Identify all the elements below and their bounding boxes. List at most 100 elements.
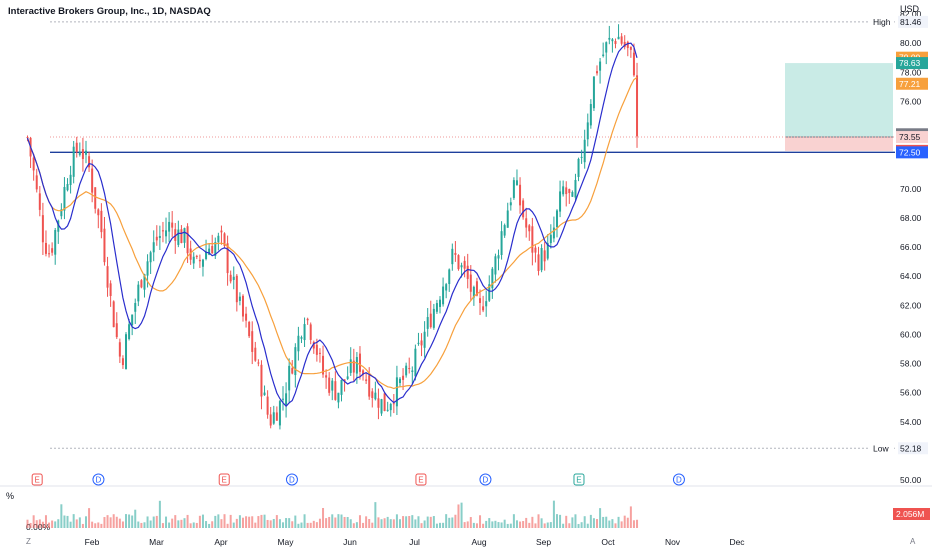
candle-body [128,324,131,340]
volume-bar [78,517,81,528]
candle-body [408,368,411,370]
volume-bar [451,517,454,528]
candle-body [325,375,328,378]
candle-body [389,403,392,411]
candle-body [278,401,281,426]
volume-bar [232,522,235,528]
volume-bar [54,521,57,528]
candle-body [48,253,51,255]
volume-bar [229,514,232,528]
candle-body [81,149,84,160]
volume-bar [84,516,87,528]
volume-bar [596,519,599,528]
price-tag-box [896,131,928,144]
chart-title: Interactive Brokers Group, Inc., 1D, NAS… [8,6,211,17]
candle-body [519,184,522,206]
candle-body [161,230,164,232]
candle-body [100,210,103,233]
timezone-icon[interactable]: Z [26,537,31,546]
candle-body [303,324,306,341]
stop-zone [785,137,893,151]
volume-bar [186,514,189,528]
candle-body [97,209,100,216]
volume-bar [500,522,503,528]
candle-body [525,218,528,228]
price-tag-value: 77.21 [899,79,921,89]
volume-bar [263,514,266,528]
volume-bar [75,519,78,528]
volume-bar [623,515,626,528]
volume-bar [168,522,171,528]
auto-scale-button[interactable]: A [910,537,916,546]
volume-bar [278,519,281,528]
candle-body [88,156,91,168]
candle-body [51,248,54,253]
volume-bar [109,517,112,528]
volume-bar [48,522,51,528]
price-tag-box [896,77,928,90]
volume-bar [546,522,549,528]
volume-bar [472,522,475,528]
volume-bar [72,514,75,528]
volume-bar [358,515,361,528]
candle-body [405,365,408,376]
candle-body [174,229,177,241]
candle-body [282,398,285,400]
candle-body [423,331,426,348]
candle-body [186,226,189,254]
volume-bar [155,515,158,528]
candle-body [371,391,374,399]
candle-body [121,358,124,366]
candle-body [491,268,494,289]
reference-lines [0,21,932,487]
volume-bar [577,523,580,528]
volume-bar [238,515,241,528]
x-tick-label: Sep [536,537,551,547]
volume-bar [515,520,518,528]
volume-bar [405,516,408,528]
candle-body [583,139,586,163]
high-label-value-box [898,15,928,28]
earnings-icon: E [218,473,230,486]
candle-body [355,357,358,374]
volume-bar [463,522,466,528]
candle-body [226,243,229,274]
volume-bar [442,522,445,528]
candle-body [463,260,466,269]
candle-body [451,248,454,265]
volume-bar [180,519,183,528]
candle-body [143,274,146,290]
candle-body [91,168,94,193]
volume-bar [334,517,337,528]
candle-body [574,179,577,198]
volume-bar [128,514,131,528]
earnings-icon: E [415,473,427,486]
candle-body [442,286,445,305]
volume-bar [435,523,438,528]
candle-body [248,322,251,337]
candle-body [152,242,155,253]
price-tag-value: 73.55 [899,132,921,142]
candle-body [620,36,623,44]
candle-body [140,280,143,288]
candle-body [241,295,244,317]
candle-body [540,247,543,271]
volume-bar [617,516,620,528]
volume-bar [389,519,392,528]
candle-body [106,266,109,288]
candle-body [109,283,112,296]
time-axis: Feb Mar Apr May Jun Jul Aug Sep Oct Nov Dec [85,537,746,547]
candle-body [155,236,158,241]
volume-bar [266,519,269,528]
volume-bar [611,519,614,528]
volume-bar [429,516,432,528]
volume-bar [103,517,106,528]
candle-body [134,302,137,312]
event-label: D [289,476,295,485]
y-tick-label: 50.00 [900,475,922,485]
candle-body [485,301,488,307]
volume-bar [602,516,605,528]
volume-bar [408,516,411,528]
candle-body [626,41,629,48]
